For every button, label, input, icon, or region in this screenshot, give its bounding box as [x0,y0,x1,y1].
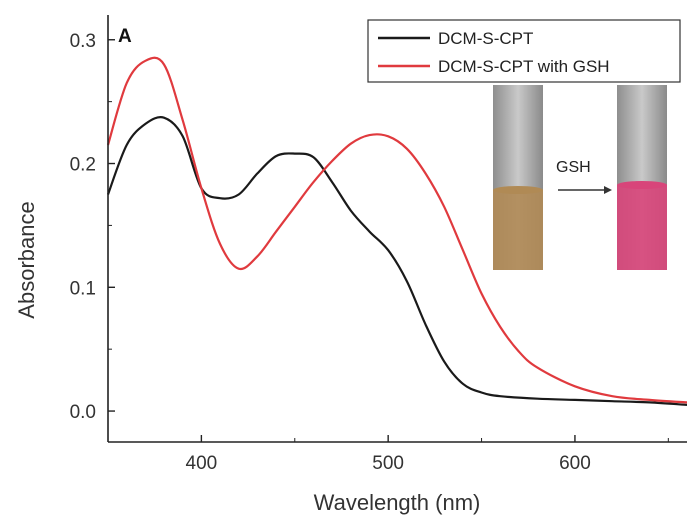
vial-after-gsh [617,85,667,270]
inset-vial-photo: GSH [493,85,667,270]
panel-label: A [118,26,132,47]
axes: 0.0 0.1 0.2 0.3 400 500 600 [70,15,687,474]
right-arrow-icon [558,186,612,194]
legend: DCM-S-CPT DCM-S-CPT with GSH [367,19,681,83]
x-axis-title: Wavelength (nm) [314,490,481,515]
y-tick-label: 0.2 [70,155,96,176]
x-tick-label: 400 [186,453,218,474]
inset-arrow-label: GSH [556,159,591,176]
series-line-dcm-s-cpt [106,116,687,406]
series-line-dcm-s-cpt-with-gsh [106,56,687,404]
legend-label-dcm-s-cpt-with-gsh: DCM-S-CPT with GSH [438,57,610,76]
vial-before-gsh [493,85,543,270]
y-tick-label: 0.0 [70,402,96,423]
series-layer [106,56,687,406]
y-tick-label: 0.1 [70,278,96,299]
y-tick-label: 0.3 [70,31,96,52]
y-axis-title: Absorbance [14,201,39,318]
x-tick-label: 500 [372,453,404,474]
legend-label-dcm-s-cpt: DCM-S-CPT [438,29,533,48]
legend-box [367,19,681,83]
x-tick-label: 600 [559,453,591,474]
